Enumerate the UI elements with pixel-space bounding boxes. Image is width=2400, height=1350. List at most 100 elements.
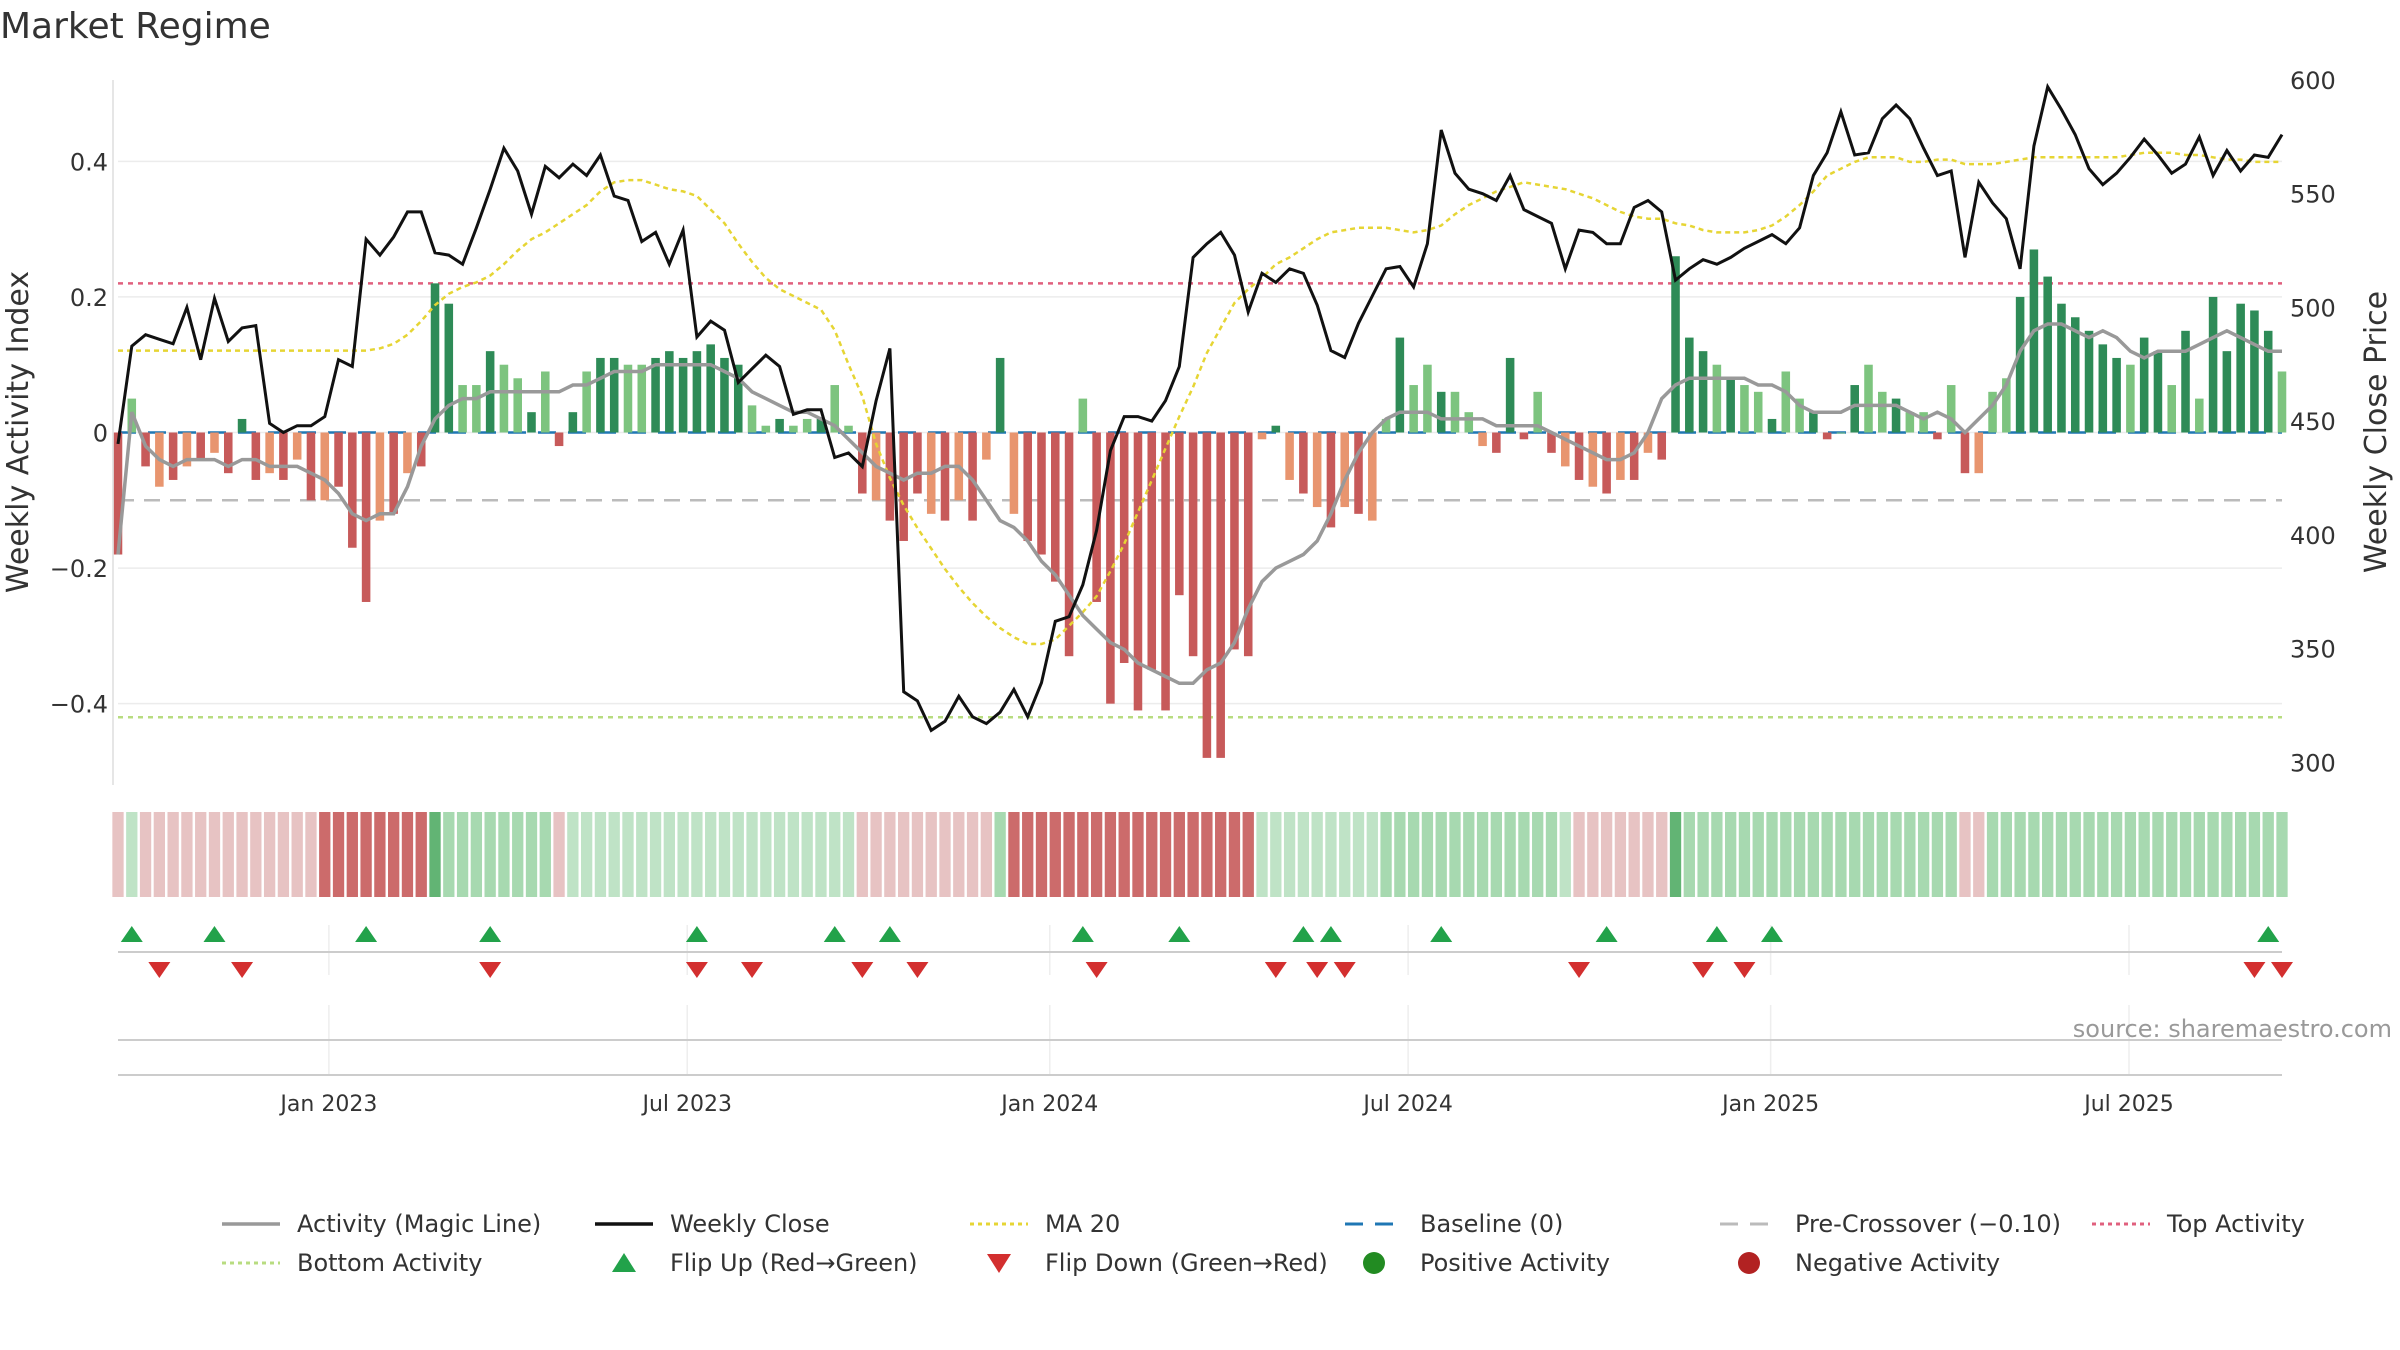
regime-cell (1683, 812, 1695, 897)
regime-cell (1945, 812, 1957, 897)
activity-bar (1175, 432, 1184, 596)
regime-cell (2166, 812, 2178, 897)
regime-cell (1862, 812, 1875, 897)
regime-cell (1917, 812, 1930, 897)
regime-cell (470, 812, 483, 897)
chart-legend: Activity (Magic Line) Weekly Close MA 20 Ba… (222, 1210, 2305, 1277)
regime-cell (691, 812, 703, 897)
regime-cell (2055, 812, 2068, 897)
regime-cell (705, 812, 717, 897)
regime-cell (1325, 812, 1337, 897)
activity-bar (844, 425, 853, 433)
left-tick-label: 0 (93, 420, 108, 448)
activity-bar (2043, 276, 2052, 433)
regime-cell (429, 812, 441, 897)
activity-bar (2084, 330, 2094, 433)
flip-up-marker (1292, 926, 1315, 942)
regime-cell (1394, 812, 1406, 897)
regime-cell (2083, 812, 2095, 897)
regime-cell (319, 812, 331, 897)
activity-bar (913, 432, 922, 494)
legend-item: Negative Activity (1738, 1249, 2000, 1277)
activity-bar (1822, 432, 1832, 440)
regime-cell (291, 812, 303, 897)
regime-cell (870, 812, 882, 897)
regime-cell (2193, 812, 2205, 897)
regime-cell (1793, 812, 1806, 897)
regime-cell (1421, 812, 1434, 897)
regime-cell (649, 812, 662, 897)
activity-bar (1271, 425, 1281, 433)
legend-label: Positive Activity (1420, 1249, 1610, 1277)
flip-down-marker (906, 962, 929, 978)
left-tick-label: 0.4 (70, 148, 108, 176)
left-tick-label: −0.2 (50, 555, 108, 583)
activity-bar (1643, 432, 1653, 453)
activity-bar (1933, 432, 1942, 440)
flip-down-marker (1733, 962, 1756, 978)
activity-bar (1478, 432, 1487, 447)
right-tick-label: 350 (2290, 636, 2336, 664)
activity-bar (2057, 303, 2066, 433)
regime-cell (580, 812, 593, 897)
regime-cell (2138, 812, 2150, 897)
regime-cell (1738, 812, 1751, 897)
legend-item: Pre-Crossover (−0.10) (1720, 1210, 2061, 1238)
regime-cell (1725, 812, 1737, 897)
regime-cell (1173, 812, 1185, 897)
regime-cell (525, 812, 538, 897)
activity-bar (2208, 296, 2218, 433)
regime-cell (1008, 812, 1020, 897)
activity-bar (1795, 398, 1804, 433)
x-tick-label: Jan 2025 (1720, 1092, 1819, 1117)
activity-bar (2015, 296, 2025, 433)
regime-cell (456, 812, 469, 897)
y-axis-label-right: Weekly Close Price (2359, 291, 2394, 573)
activity-bar (1712, 364, 1722, 433)
activity-bar (982, 432, 991, 460)
activity-bar (1354, 432, 1363, 514)
activity-bar (334, 432, 343, 487)
regime-cell (1407, 812, 1420, 897)
activity-bar (1409, 385, 1418, 433)
source-credit: source: sharemaestro.com (2073, 1015, 2392, 1043)
legend-item: Flip Down (Green→Red) (987, 1249, 1328, 1277)
regime-cell (1380, 812, 1392, 897)
regime-cell (1159, 812, 1172, 897)
regime-cell (1600, 812, 1613, 897)
x-tick-label: Jan 2023 (278, 1092, 377, 1117)
regime-cell (1270, 812, 1282, 897)
regime-cell (1931, 812, 1944, 897)
regime-cell (1339, 812, 1351, 897)
activity-bar (747, 405, 757, 433)
activity-bar (2002, 378, 2011, 433)
activity-bar (1602, 432, 1611, 494)
regime-cell (663, 812, 675, 897)
regime-cell (1545, 812, 1558, 897)
regime-cell (1104, 812, 1117, 897)
regime-cell (1669, 812, 1682, 897)
activity-bar (430, 283, 440, 433)
activity-bar (1864, 364, 1873, 433)
activity-bar (2277, 371, 2287, 433)
regime-cell (236, 812, 248, 897)
regime-cell (1766, 812, 1778, 897)
flip-down-marker (1306, 962, 1329, 978)
regime-cell (1752, 812, 1764, 897)
regime-cell (332, 812, 345, 897)
regime-cell (2000, 812, 2012, 897)
weekly-close-line (116, 82, 2284, 733)
flip-up-marker (355, 926, 378, 942)
regime-cell (1876, 812, 1888, 897)
regime-cell (222, 812, 234, 897)
x-tick-label: Jan 2024 (999, 1092, 1098, 1117)
flip-down-marker (741, 962, 764, 978)
activity-bar (775, 418, 784, 433)
legend-label: Flip Up (Red→Green) (670, 1249, 918, 1277)
regime-cell (1090, 812, 1103, 897)
activity-bar (2029, 249, 2039, 433)
regime-cell (829, 812, 841, 897)
activity-bar (223, 432, 233, 474)
activity-bar (1230, 432, 1239, 650)
